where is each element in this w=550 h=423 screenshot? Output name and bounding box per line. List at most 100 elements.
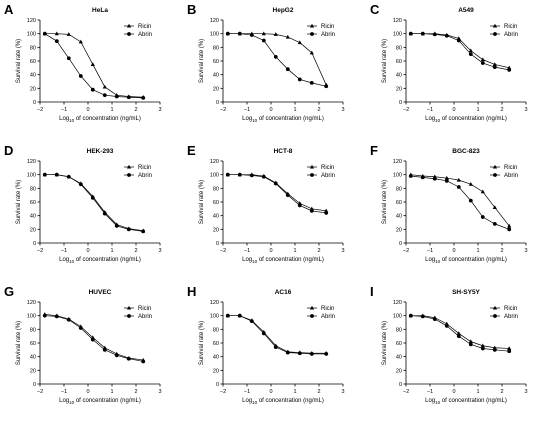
data-point-abrin xyxy=(249,33,254,37)
data-point-abrin xyxy=(261,38,266,43)
data-point-ricin xyxy=(468,48,473,53)
data-point-abrin xyxy=(273,345,278,349)
y-tick-label: 60 xyxy=(396,59,402,65)
series-line-abrin xyxy=(410,175,510,230)
x-tick-label: 2 xyxy=(317,248,320,254)
data-point-abrin xyxy=(102,93,107,98)
y-tick-label: 100 xyxy=(27,314,36,320)
data-point-abrin xyxy=(408,31,413,36)
x-tick-label: 1 xyxy=(476,248,479,254)
data-point-abrin xyxy=(273,55,278,59)
y-axis-label: Survival rate (%) xyxy=(382,39,388,83)
y-tick-label: 20 xyxy=(30,227,36,233)
data-point-abrin xyxy=(297,351,302,356)
data-point-ricin xyxy=(309,50,314,55)
data-point-ricin xyxy=(54,31,59,36)
y-tick-label: 120 xyxy=(27,159,36,165)
data-point-abrin xyxy=(492,221,497,226)
panel-label: C xyxy=(370,2,380,17)
chart-title: BGC-823 xyxy=(452,148,480,155)
x-tick-label: −2 xyxy=(220,107,226,113)
x-tick-label: 1 xyxy=(476,389,479,395)
data-point-ricin xyxy=(507,223,512,228)
data-point-abrin xyxy=(225,172,230,177)
x-tick-label: 0 xyxy=(86,389,89,395)
legend-label: Ricin xyxy=(321,165,334,171)
chart-title: HepG2 xyxy=(273,7,294,14)
data-point-abrin xyxy=(492,65,497,70)
y-tick-label: 100 xyxy=(210,173,219,179)
y-tick-label: 80 xyxy=(30,327,36,333)
chart-panel-e: E HCT-8 0 20 40 60 80 100 120 −2 −1 0 1 2 3 Survival ra… xyxy=(187,143,345,264)
data-point-abrin xyxy=(324,84,329,89)
data-point-abrin xyxy=(42,31,47,36)
legend-label: Abrin xyxy=(138,32,152,38)
y-tick-label: 60 xyxy=(213,341,219,347)
data-point-abrin xyxy=(456,38,461,43)
data-point-abrin xyxy=(507,67,512,72)
series-line-ricin xyxy=(227,33,327,86)
data-point-abrin xyxy=(42,172,47,177)
data-point-abrin xyxy=(66,317,71,322)
chart-title: HCT-8 xyxy=(274,148,293,155)
legend-label: Ricin xyxy=(138,165,151,171)
data-point-abrin xyxy=(54,172,59,177)
data-point-abrin xyxy=(324,211,329,215)
data-point-ricin xyxy=(297,40,302,45)
y-tick-label: 40 xyxy=(30,355,36,361)
y-tick-label: 120 xyxy=(27,18,36,24)
data-point-abrin xyxy=(114,353,119,358)
y-tick-label: 120 xyxy=(393,300,402,306)
x-tick-label: 3 xyxy=(341,107,344,113)
x-tick-label: 2 xyxy=(134,248,137,254)
data-point-abrin xyxy=(237,172,242,177)
legend-label: Abrin xyxy=(504,314,518,320)
data-point-ricin xyxy=(444,175,449,180)
x-tick-label: 3 xyxy=(341,248,344,254)
y-tick-label: 80 xyxy=(396,45,402,51)
y-tick-label: 0 xyxy=(216,382,219,388)
x-tick-label: 0 xyxy=(269,107,272,113)
y-tick-label: 120 xyxy=(210,300,219,306)
y-tick-label: 60 xyxy=(213,200,219,206)
y-tick-label: 120 xyxy=(210,18,219,24)
data-point-ricin xyxy=(273,32,278,36)
data-point-abrin xyxy=(66,56,71,61)
data-point-ricin xyxy=(492,62,497,66)
data-point-abrin xyxy=(249,173,254,178)
data-point-abrin xyxy=(102,211,107,216)
data-point-ricin xyxy=(468,182,473,186)
data-point-abrin xyxy=(261,174,266,179)
data-point-abrin xyxy=(42,313,47,318)
y-tick-label: 80 xyxy=(30,186,36,192)
y-tick-label: 0 xyxy=(399,241,402,247)
data-point-abrin xyxy=(480,215,485,219)
y-tick-label: 60 xyxy=(30,341,36,347)
x-tick-label: 2 xyxy=(134,107,137,113)
legend-marker-circle xyxy=(493,32,497,36)
legend-marker-triangle xyxy=(309,23,315,28)
data-point-abrin xyxy=(285,193,290,198)
x-axis-label: Log10 of concentration (ng/mL) xyxy=(242,257,324,264)
y-tick-label: 80 xyxy=(396,186,402,192)
legend-label: Ricin xyxy=(504,306,517,312)
data-point-ricin xyxy=(480,189,485,194)
y-tick-label: 60 xyxy=(30,59,36,65)
y-tick-label: 80 xyxy=(213,45,219,51)
x-tick-label: −2 xyxy=(403,389,409,395)
data-point-abrin xyxy=(432,176,437,181)
data-point-abrin xyxy=(468,342,473,347)
y-tick-label: 100 xyxy=(393,314,402,320)
data-point-abrin xyxy=(114,224,119,228)
y-tick-label: 40 xyxy=(396,355,402,361)
data-point-abrin xyxy=(468,198,473,203)
y-tick-label: 100 xyxy=(210,32,219,38)
y-tick-label: 80 xyxy=(213,327,219,333)
data-point-abrin xyxy=(297,77,302,82)
x-tick-label: −1 xyxy=(427,389,433,395)
legend-label: Abrin xyxy=(321,173,335,179)
data-point-abrin xyxy=(90,337,95,342)
legend-marker-circle xyxy=(493,173,497,177)
x-tick-label: −2 xyxy=(37,389,43,395)
x-tick-label: −1 xyxy=(244,389,250,395)
